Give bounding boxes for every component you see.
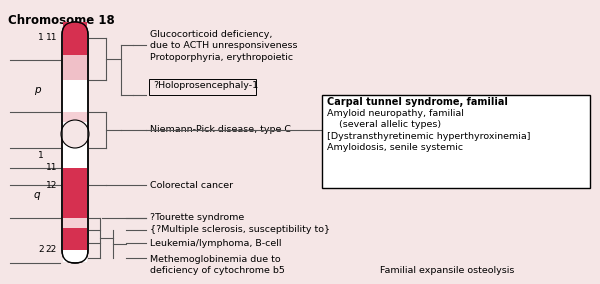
Text: 11: 11	[46, 164, 57, 172]
Text: 11: 11	[46, 34, 57, 43]
Bar	[63, 218, 87, 228]
Bar	[63, 228, 87, 250]
Text: 1: 1	[38, 151, 44, 160]
Text: Amyloid neuropathy, familial
    (several allelic types)
[Dystransthyretinemic h: Amyloid neuropathy, familial (several al…	[327, 109, 530, 152]
Text: Leukemia/lymphoma, B-cell: Leukemia/lymphoma, B-cell	[150, 239, 281, 247]
Bar	[63, 250, 87, 262]
Text: Chromosome 18: Chromosome 18	[8, 14, 115, 27]
Text: Familial expansile osteolysis: Familial expansile osteolysis	[380, 266, 514, 275]
Text: ?Tourette syndrome: ?Tourette syndrome	[150, 214, 244, 222]
Text: 1: 1	[38, 34, 44, 43]
Bar	[63, 22, 87, 55]
Text: q: q	[34, 190, 41, 200]
Text: Niemann-Pick disease, type C: Niemann-Pick disease, type C	[150, 126, 291, 135]
Text: Methemoglobinemia due to
deficiency of cytochrome b5: Methemoglobinemia due to deficiency of c…	[150, 255, 285, 275]
Bar	[63, 200, 87, 218]
Text: {?Multiple sclerosis, susceptibility to}: {?Multiple sclerosis, susceptibility to}	[150, 225, 330, 235]
Bar	[63, 185, 87, 200]
Text: ?Holoprosencephaly-1: ?Holoprosencephaly-1	[153, 80, 258, 89]
Text: Carpal tunnel syndrome, familial: Carpal tunnel syndrome, familial	[327, 97, 508, 107]
FancyBboxPatch shape	[62, 22, 88, 263]
Text: ?Holoprosencephaly-1: ?Holoprosencephaly-1	[153, 80, 258, 89]
Bar	[63, 168, 87, 185]
Text: Colorectal cancer: Colorectal cancer	[150, 181, 233, 189]
FancyBboxPatch shape	[149, 79, 256, 95]
Bar	[63, 112, 87, 122]
Text: Glucocorticoid deficiency,
due to ACTH unresponsiveness
Protoporphyria, erythrop: Glucocorticoid deficiency, due to ACTH u…	[150, 30, 298, 62]
Bar	[322, 95, 590, 188]
Bar	[63, 80, 87, 112]
Text: p: p	[34, 85, 41, 95]
Bar	[63, 148, 87, 168]
Text: 2: 2	[38, 245, 44, 254]
Text: 12: 12	[46, 181, 57, 189]
Text: 22: 22	[46, 245, 57, 254]
Bar	[63, 55, 87, 80]
Ellipse shape	[61, 120, 89, 148]
